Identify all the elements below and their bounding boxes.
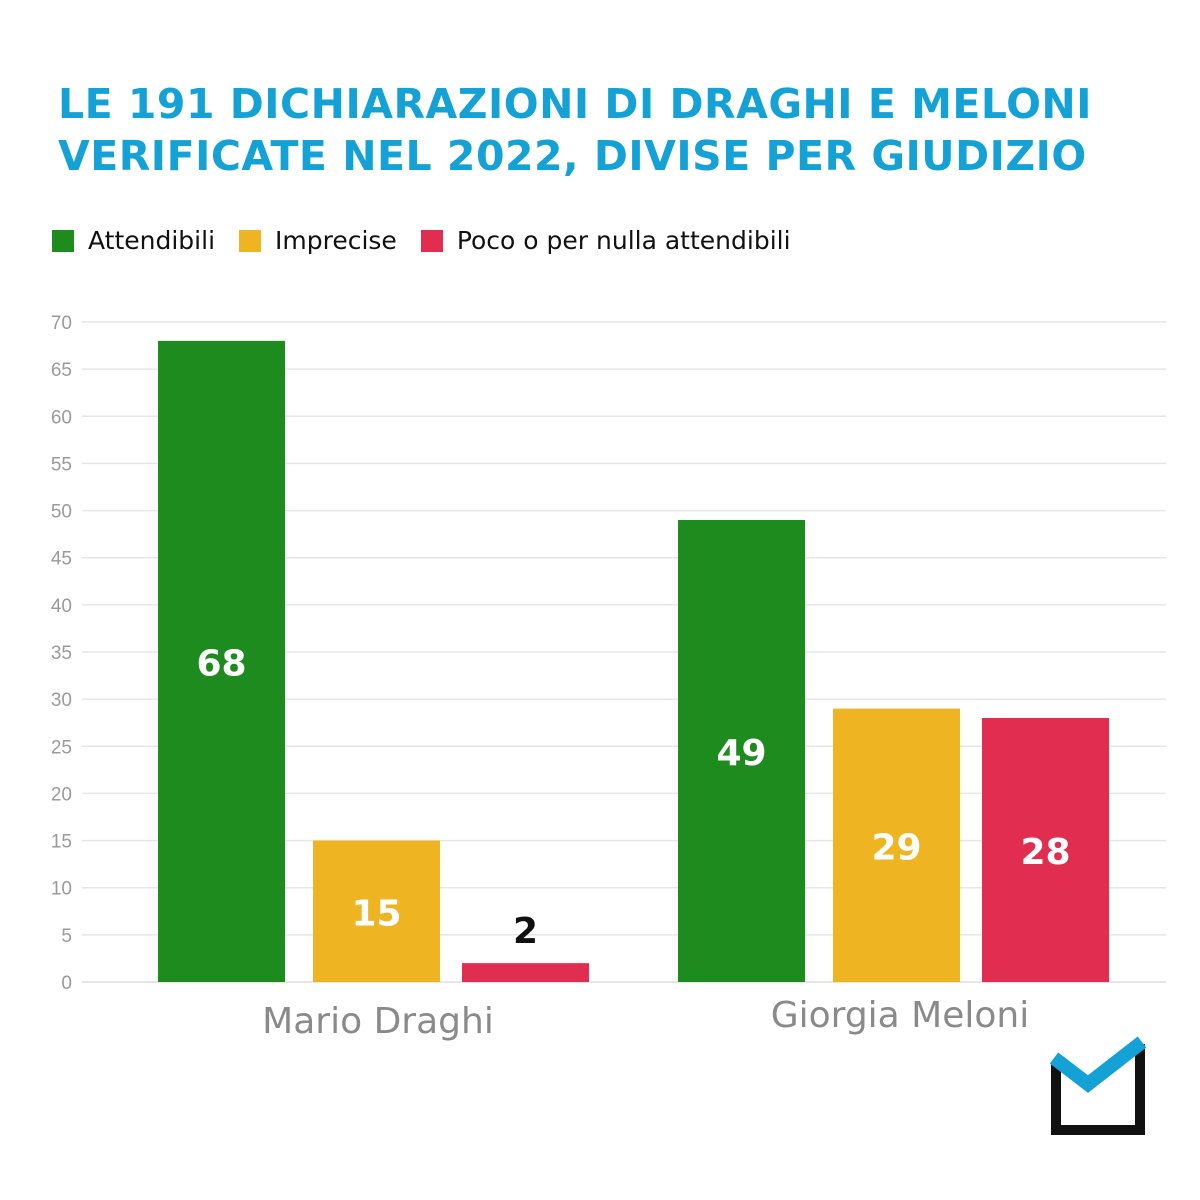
y-tick-label-40: 40	[51, 596, 72, 617]
legend-swatch-attendibili	[52, 229, 74, 252]
legend-item-attendibili: Attendibili	[52, 226, 215, 255]
y-tick-label-50: 50	[51, 502, 72, 523]
data-label-mario-draghi-2: 2	[513, 911, 538, 952]
data-label-giorgia-meloni-0: 49	[716, 733, 766, 774]
data-label-giorgia-meloni-2: 28	[1020, 832, 1070, 873]
y-tick-label-35: 35	[51, 643, 72, 664]
y-tick-label-30: 30	[51, 690, 72, 711]
legend-label-attendibili: Attendibili	[88, 226, 216, 255]
y-tick-label-70: 70	[51, 313, 72, 334]
legend-item-imprecise: Imprecise	[239, 226, 397, 255]
y-tick-label-60: 60	[51, 407, 72, 428]
y-tick-label-25: 25	[51, 737, 72, 758]
category-label-giorgia-meloni: Giorgia Meloni	[771, 995, 1030, 1036]
legend-label-imprecise: Imprecise	[275, 226, 397, 255]
legend-item-poco-attendibili: Poco o per nulla attendibili	[420, 226, 791, 255]
y-tick-label-55: 55	[51, 454, 72, 475]
logo-check-shape	[1050, 1036, 1146, 1093]
y-tick-label-20: 20	[51, 784, 72, 805]
data-label-giorgia-meloni-1: 29	[871, 827, 921, 868]
bar-mario-draghi-1	[313, 840, 440, 982]
data-label-mario-draghi-0: 68	[196, 643, 246, 684]
y-tick-label-45: 45	[51, 549, 72, 570]
data-label-mario-draghi-1: 15	[351, 893, 401, 934]
bar-mario-draghi-2	[462, 963, 589, 982]
y-tick-label-15: 15	[51, 832, 72, 853]
y-tick-label-65: 65	[51, 360, 72, 381]
chart-title: LE 191 DICHIARAZIONI DI DRAGHI E MELONI …	[58, 78, 1158, 182]
legend-swatch-poco-attendibili	[420, 229, 443, 252]
y-tick-label-0: 0	[61, 973, 72, 994]
bar-giorgia-meloni-0	[678, 520, 805, 982]
checkmark-box-logo	[1050, 1036, 1146, 1135]
legend-label-poco-attendibili: Poco o per nulla attendibili	[456, 226, 791, 255]
category-label-mario-draghi: Mario Draghi	[262, 1001, 494, 1042]
bar-giorgia-meloni-1	[833, 708, 960, 982]
legend-swatch-imprecise	[239, 229, 262, 252]
logo-box-shape	[1051, 1044, 1145, 1135]
bar-chart: 0 5 10 15 20 25 30 35 40 45 50 55 60 65 70 68 15 2 Mario D…	[51, 313, 1166, 1042]
y-tick-label-10: 10	[51, 879, 72, 900]
y-tick-label-5: 5	[61, 926, 72, 947]
bar-giorgia-meloni-2	[982, 718, 1109, 982]
legend: Attendibili Imprecise Poco o per nulla a…	[52, 226, 815, 255]
chart-title-line-1: LE 191 DICHIARAZIONI DI DRAGHI E MELONI	[58, 80, 1092, 128]
chart-title-line-2: VERIFICATE NEL 2022, DIVISE PER GIUDIZIO	[58, 132, 1087, 180]
bar-mario-draghi-0	[158, 340, 285, 982]
